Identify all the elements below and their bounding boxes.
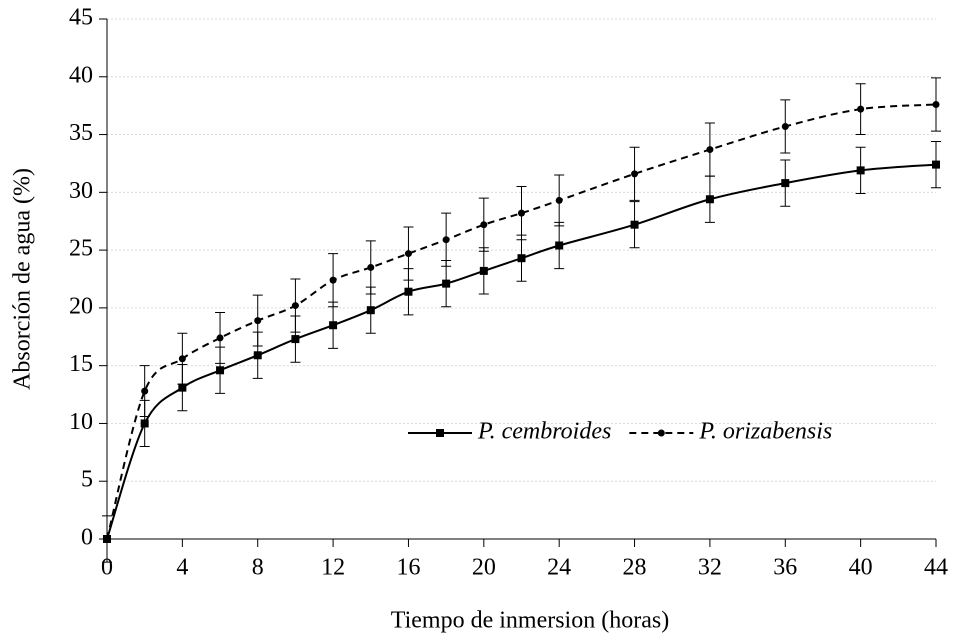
- data-point: [141, 387, 149, 395]
- x-tick-label: 8: [252, 555, 264, 581]
- data-point: [291, 302, 299, 310]
- data-point: [367, 263, 375, 271]
- x-axis-label: Tiempo de inmersion (horas): [391, 608, 669, 634]
- data-point: [329, 321, 338, 330]
- y-tick-label: 15: [69, 351, 93, 377]
- legend-marker: [657, 429, 665, 437]
- data-point: [705, 195, 714, 204]
- data-point: [555, 196, 563, 204]
- data-point: [630, 220, 639, 229]
- y-tick-label: 10: [69, 409, 93, 435]
- series-line: [106, 103, 937, 540]
- x-tick-label: 12: [321, 555, 345, 581]
- data-point: [856, 166, 865, 175]
- data-point: [517, 254, 526, 263]
- data-point: [781, 179, 790, 188]
- x-tick-label: 28: [623, 555, 647, 581]
- x-tick-label: 16: [396, 555, 420, 581]
- data-point: [178, 355, 186, 363]
- data-point: [178, 383, 187, 392]
- x-tick-label: 24: [547, 555, 571, 581]
- series-line: [106, 163, 937, 540]
- legend-label: P. cembroides: [477, 419, 611, 445]
- data-point: [518, 209, 525, 217]
- data-point: [254, 317, 262, 325]
- data-point: [857, 105, 865, 113]
- y-tick-label: 25: [69, 236, 93, 262]
- y-tick-label: 45: [69, 5, 93, 31]
- x-tick-label: 32: [698, 555, 722, 581]
- y-tick-label: 35: [69, 120, 93, 146]
- y-tick-label: 0: [81, 525, 93, 551]
- data-point: [216, 366, 225, 375]
- data-point: [631, 170, 639, 178]
- y-tick-label: 30: [69, 178, 93, 204]
- y-tick-label: 5: [81, 467, 93, 493]
- y-tick-label: 20: [69, 293, 93, 319]
- data-point: [366, 306, 375, 315]
- x-tick-label: 4: [176, 555, 188, 581]
- legend-label: P. orizabensis: [698, 419, 832, 445]
- data-point: [479, 266, 488, 275]
- x-tick-label: 36: [773, 555, 797, 581]
- data-point: [555, 241, 564, 250]
- data-point: [291, 335, 300, 344]
- data-point: [404, 287, 413, 296]
- data-point: [329, 276, 337, 284]
- y-tick-label: 40: [69, 62, 93, 88]
- y-axis-label: Absorción de agua (%): [10, 168, 36, 390]
- data-point: [216, 334, 224, 342]
- data-point: [932, 160, 940, 169]
- data-point: [442, 236, 450, 244]
- data-point: [781, 122, 789, 130]
- x-tick-label: 44: [924, 555, 948, 581]
- data-point: [253, 351, 262, 360]
- data-point: [442, 279, 451, 288]
- legend-marker: [436, 429, 444, 437]
- data-point: [404, 250, 412, 258]
- data-point: [103, 535, 111, 543]
- data-point: [480, 221, 488, 229]
- data-point: [140, 419, 149, 428]
- data-point: [706, 146, 714, 154]
- x-tick-label: 40: [849, 555, 873, 581]
- x-tick-label: 20: [472, 555, 496, 581]
- data-point: [932, 101, 940, 109]
- x-tick-label: 0: [101, 555, 113, 581]
